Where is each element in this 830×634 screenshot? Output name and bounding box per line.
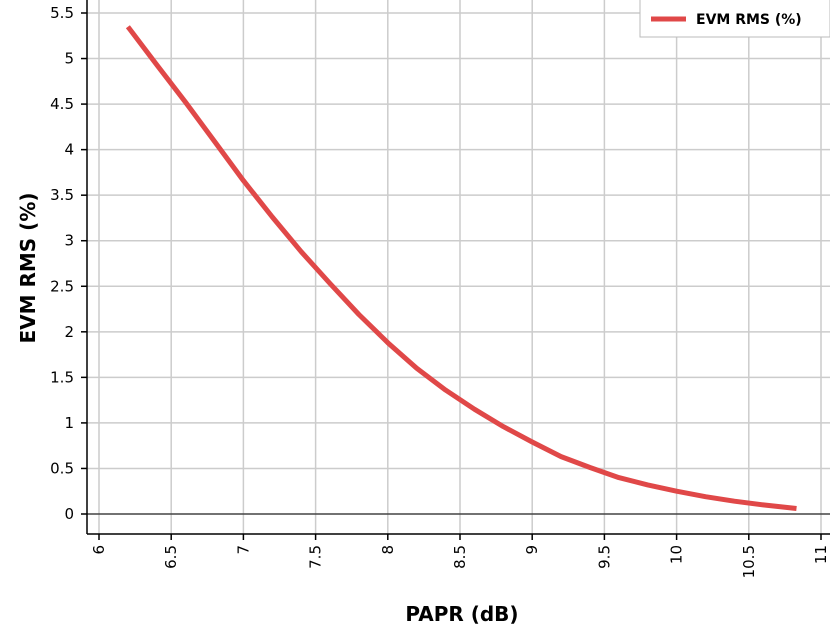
x-tick-label: 10 — [668, 545, 686, 564]
y-tick-label: 4.5 — [50, 95, 74, 113]
y-axis-title: EVM RMS (%) — [16, 193, 40, 344]
y-tick-label: 1.5 — [50, 368, 74, 386]
x-tick-label: 11 — [812, 545, 830, 564]
grid-layer — [87, 0, 830, 534]
x-tick-label: 8.5 — [451, 545, 469, 569]
y-tick-label: 3.5 — [50, 186, 74, 204]
legend: EVM RMS (%) — [639, 0, 830, 38]
series-layer — [125, 25, 797, 511]
y-tick-label: 3 — [64, 232, 74, 250]
x-tick-label: 9.5 — [595, 545, 613, 569]
legend-label: EVM RMS (%) — [696, 12, 802, 28]
axis-layer: 0 0.5 1 1.5 2 2.5 3 3.5 4 4.5 5 5.5 6 6.5 7 7.5 8 8.5 9 9.5… — [50, 0, 830, 578]
x-tick-label: 8 — [379, 545, 397, 555]
x-tick-label: 9 — [523, 545, 541, 555]
y-tick-label: 2.5 — [50, 277, 74, 295]
y-tick-label: 0 — [64, 505, 74, 523]
y-tick-label: 2 — [64, 323, 74, 341]
x-tick-label: 6 — [90, 545, 108, 555]
x-axis-title: PAPR (dB) — [405, 602, 518, 626]
y-tick-label: 5.5 — [50, 4, 74, 22]
x-tick-label: 10.5 — [740, 545, 758, 578]
x-tick-label: 7 — [234, 545, 252, 555]
y-tick-label: 5 — [64, 50, 74, 68]
y-tick-label: 0.5 — [50, 459, 74, 477]
y-tick-label: 1 — [64, 414, 74, 432]
x-tick-label: 6.5 — [162, 545, 180, 569]
y-tick-label: 4 — [64, 141, 74, 159]
series-line — [125, 25, 797, 511]
x-tick-label: 7.5 — [307, 545, 325, 569]
